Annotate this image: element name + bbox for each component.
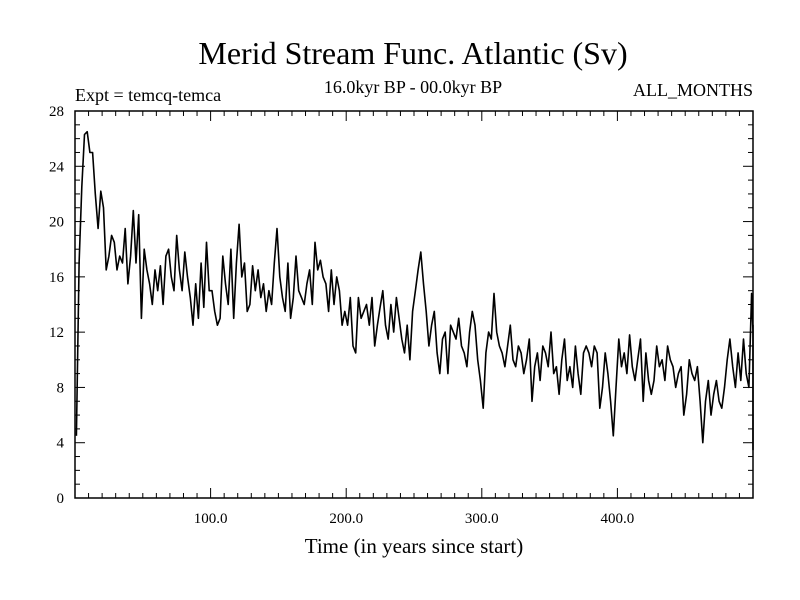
y-tick-label: 0 [57,491,65,507]
y-tick-label: 8 [57,380,65,396]
y-tick-label: 12 [49,325,64,341]
x-axis-label: Time (in years since start) [305,534,524,558]
x-tick-label: 200.0 [329,511,363,527]
experiment-label: Expt = temcq-temca [75,85,221,105]
x-tick-label: 100.0 [194,511,228,527]
y-tick-label: 24 [49,159,65,175]
y-tick-label: 16 [49,270,65,286]
x-tick-label: 400.0 [601,511,635,527]
months-label: ALL_MONTHS [633,80,753,100]
y-tick-label: 4 [57,436,65,452]
period-label: 16.0kyr BP - 00.0kyr BP [324,77,502,97]
plot-frame [74,110,754,499]
y-tick-label: 20 [49,215,64,231]
y-tick-label: 28 [49,104,64,120]
axis-tick-labels: 0 4 8 12 16 20 24 28 100.0 200.0 300.0 400.0 [49,104,634,527]
chart-title: Merid Stream Func. Atlantic (Sv) [198,35,627,71]
x-tick-label: 300.0 [465,511,499,527]
series-line-atlantic-moc [75,130,754,451]
